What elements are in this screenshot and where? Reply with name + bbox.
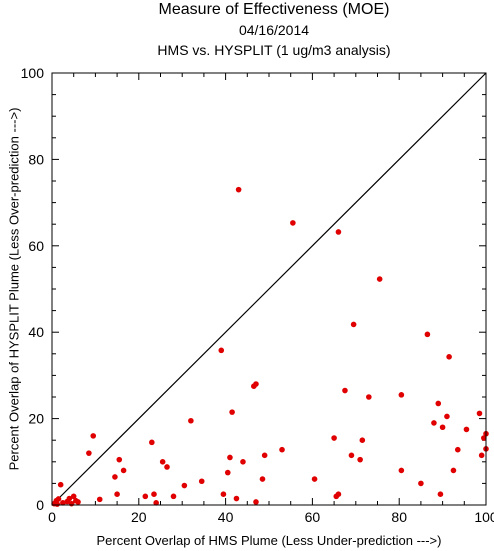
chart-subtitle: HMS vs. HYSPLIT (1 ug/m3 analysis) — [157, 42, 391, 58]
data-point — [240, 459, 246, 465]
data-point — [366, 394, 372, 400]
data-point — [188, 417, 194, 424]
data-point — [435, 400, 442, 407]
data-point — [253, 381, 259, 387]
data-point — [444, 413, 450, 420]
data-point — [181, 482, 188, 489]
data-point — [342, 387, 348, 394]
data-point — [331, 435, 337, 441]
x-tick-label: 40 — [218, 509, 234, 525]
data-point — [66, 495, 73, 502]
data-point — [439, 424, 446, 431]
data-point — [142, 493, 149, 500]
data-point — [476, 410, 483, 417]
data-point — [233, 495, 240, 502]
chart-date: 04/16/2014 — [238, 22, 310, 38]
data-point — [311, 476, 318, 482]
x-tick-label: 100 — [474, 509, 494, 525]
data-point — [60, 500, 66, 506]
data-point — [357, 456, 363, 463]
y-tick-label: 20 — [28, 411, 44, 427]
x-tick-label: 0 — [48, 509, 56, 525]
data-point — [70, 493, 77, 500]
data-point — [261, 452, 268, 459]
data-point — [478, 452, 485, 459]
data-point — [112, 474, 118, 480]
axis-ticks: 0 20 40 60 80 100 0 20 40 60 80 100 — [21, 65, 494, 525]
data-point — [418, 480, 424, 487]
data-point — [253, 499, 259, 505]
chart-title: Measure of Effectiveness (MOE) — [158, 1, 390, 18]
data-point — [398, 467, 405, 474]
data-point — [446, 354, 452, 360]
data-point — [75, 499, 81, 505]
plot-frame — [51, 72, 487, 506]
data-point — [350, 321, 357, 328]
x-tick-label: 20 — [131, 509, 147, 525]
one-to-one-reference-line — [51, 72, 487, 506]
data-point — [376, 276, 383, 282]
y-tick-label: 0 — [36, 497, 44, 513]
data-point — [359, 437, 366, 444]
data-point — [335, 229, 342, 235]
x-tick-label: 80 — [391, 509, 407, 525]
data-point — [227, 454, 233, 461]
data-point — [86, 450, 92, 456]
data-point — [348, 452, 355, 459]
data-point — [279, 446, 285, 453]
data-point — [398, 392, 405, 398]
data-point — [431, 420, 437, 426]
data-point — [454, 446, 461, 453]
data-points — [51, 186, 489, 507]
data-point — [96, 496, 103, 503]
data-point — [335, 491, 342, 498]
data-point — [54, 501, 61, 507]
data-point — [481, 435, 487, 441]
data-point — [198, 478, 205, 485]
y-tick-label: 80 — [28, 151, 44, 167]
data-point — [290, 220, 296, 226]
data-point — [90, 433, 97, 439]
data-point — [114, 491, 120, 498]
x-axis-label: Percent Overlap of HMS Plume (Less Under… — [97, 533, 442, 548]
data-point — [224, 469, 231, 476]
data-point — [463, 426, 470, 433]
x-tick-label: 60 — [305, 509, 321, 525]
y-tick-label: 40 — [28, 324, 44, 340]
y-tick-label: 100 — [21, 65, 45, 81]
data-point — [149, 439, 155, 446]
data-point — [151, 491, 157, 498]
data-point — [170, 493, 177, 500]
data-point — [55, 496, 62, 502]
data-point — [229, 409, 235, 415]
data-point — [424, 331, 431, 338]
data-point — [220, 491, 227, 498]
data-point — [259, 476, 266, 482]
data-point — [450, 467, 457, 474]
data-point — [218, 347, 225, 354]
data-point — [57, 481, 64, 488]
y-tick-label: 60 — [28, 238, 44, 254]
data-point — [116, 456, 123, 463]
data-point — [437, 491, 444, 498]
data-point — [235, 186, 242, 193]
data-point — [153, 500, 159, 506]
data-point — [159, 459, 166, 465]
data-point — [164, 464, 170, 470]
data-point — [120, 467, 127, 474]
y-axis-label: Percent Overlap of HYSPLIT Plume (Less O… — [7, 108, 22, 471]
